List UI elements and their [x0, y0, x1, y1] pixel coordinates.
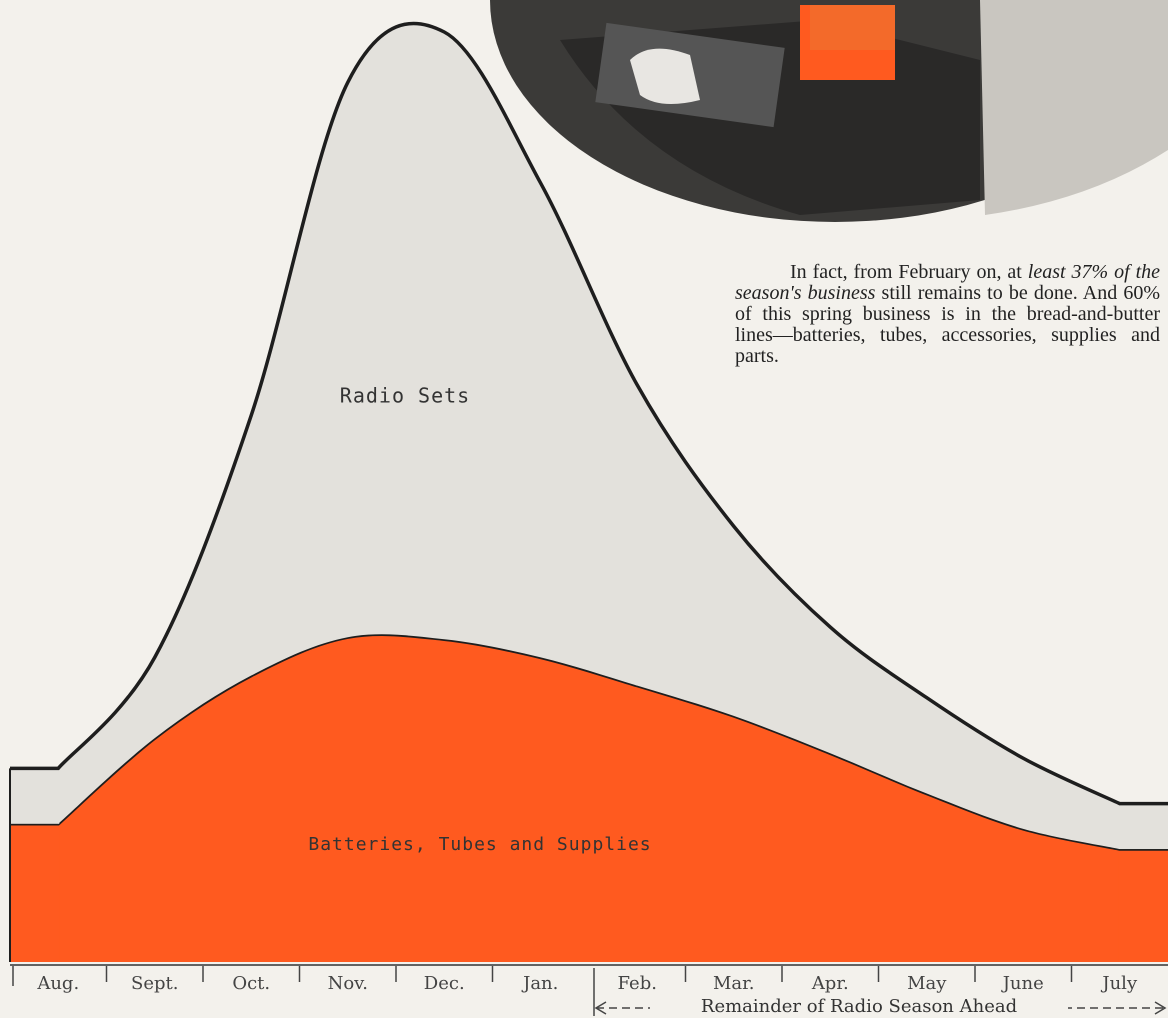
x-tick-label: Dec. — [424, 973, 465, 994]
x-tick-label: May — [907, 973, 947, 994]
annotation: Remainder of Radio Season Ahead — [701, 996, 1017, 1017]
x-tick-label: Nov. — [328, 973, 368, 994]
chart: Batteries, Tubes and SuppliesRadio Sets … — [0, 0, 1168, 1018]
page: Batteries, Tubes and SuppliesRadio Sets … — [0, 0, 1168, 1018]
x-axis: Aug. Sept. Oct. Nov. Dec. Jan. Feb. Mar. Apr. May… — [13, 966, 1138, 994]
text: In fact, from February on, at — [790, 261, 1028, 283]
x-tick-label: Mar. — [713, 973, 755, 994]
x-tick-label: Apr. — [811, 973, 849, 994]
x-tick-label: Oct. — [232, 973, 270, 994]
x-tick-label: Aug. — [36, 973, 79, 994]
paragraph: In fact, from February on, at least 37% … — [735, 262, 1160, 367]
x-tick-label: Feb. — [618, 973, 657, 994]
x-tick-label: July — [1100, 973, 1138, 994]
area-edge — [1119, 849, 1168, 962]
x-tick-label: June — [1001, 973, 1044, 994]
x-tick-label: Sept. — [131, 973, 178, 994]
series-label: Radio Sets — [340, 384, 470, 408]
series-label: Batteries, Tubes and Supplies — [308, 834, 651, 855]
area-edge — [1119, 804, 1168, 849]
area-edge — [10, 824, 59, 962]
area-edge — [10, 768, 59, 823]
photo — [490, 0, 1168, 222]
x-tick-label: Jan. — [521, 973, 558, 994]
